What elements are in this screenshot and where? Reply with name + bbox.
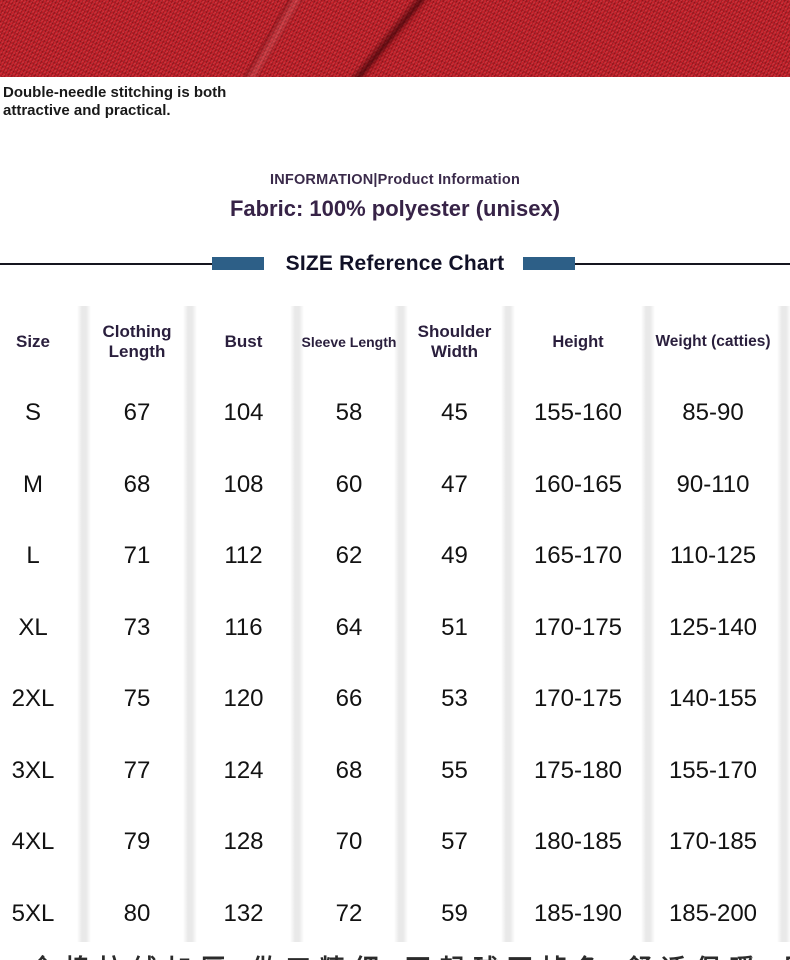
fabric-description: Fabric: 100% polyester (unisex) [229, 196, 561, 221]
size-label: 3XL [11, 756, 55, 784]
size-label: S [24, 399, 41, 427]
title-accent-bar-left [212, 257, 264, 270]
sleeve-length-value: 62 [335, 542, 363, 570]
weight-value: 140-155 [668, 685, 758, 713]
size-label: 5XL [11, 899, 55, 927]
clothing-length-value: 75 [123, 685, 151, 713]
shoulder-width-value: 45 [441, 399, 468, 427]
fabric-seam-fold [238, 0, 306, 77]
bust-value: 120 [223, 685, 264, 713]
shoulder-width-value: 51 [441, 613, 468, 641]
size-label: L [26, 542, 40, 570]
sleeve-length-value: 72 [335, 899, 363, 927]
sleeve-length-value: 68 [335, 756, 363, 784]
height-value: 180-185 [533, 828, 623, 856]
height-value: 170-175 [533, 613, 623, 641]
stitching-caption-line2: attractive and practical. [3, 102, 171, 119]
height-value: 185-190 [533, 899, 623, 927]
size-label: XL [18, 613, 48, 641]
clothing-length-value: 71 [123, 542, 151, 570]
weight-value: 155-170 [668, 756, 758, 784]
sleeve-length-value: 60 [335, 470, 363, 498]
height-value: 155-160 [533, 399, 623, 427]
bust-value: 128 [223, 828, 264, 856]
header-size: Size [15, 331, 51, 351]
shoulder-width-value: 57 [441, 828, 468, 856]
shoulder-width-value: 55 [441, 756, 468, 784]
header-weight: Weight (catties) [655, 332, 771, 350]
weight-value: 125-140 [668, 613, 758, 641]
column-divider [641, 306, 655, 942]
column-divider [394, 306, 408, 942]
sleeve-length-value: 58 [335, 399, 363, 427]
weight-value: 185-200 [668, 899, 758, 927]
clothing-length-value: 68 [123, 470, 151, 498]
bust-value: 132 [223, 899, 264, 927]
header-clothing-length: Clothing Length [102, 321, 172, 361]
height-value: 165-170 [533, 542, 623, 570]
clothing-length-value: 80 [123, 899, 151, 927]
clipped-bottom-text: 全棉拉绒加厚 做工精细 不起球不掉色 舒适保暖 品质保证 [30, 949, 790, 960]
stitching-caption-line1: Double-needle stitching is both [3, 84, 227, 101]
size-table-grid: Size Clothing Length Bust Sleeve Length … [0, 306, 790, 950]
size-label: 2XL [11, 685, 55, 713]
column-divider [777, 306, 790, 942]
header-bust: Bust [224, 331, 263, 351]
height-value: 160-165 [533, 470, 623, 498]
size-chart-title: SIZE Reference Chart [285, 252, 505, 275]
height-value: 175-180 [533, 756, 623, 784]
bust-value: 108 [223, 470, 264, 498]
clothing-length-value: 79 [123, 828, 151, 856]
shoulder-width-value: 47 [441, 470, 468, 498]
fabric-photo [0, 0, 790, 77]
size-label: 4XL [11, 828, 55, 856]
bust-value: 104 [223, 399, 264, 427]
header-shoulder-width: Shoulder Width [417, 321, 492, 361]
header-sleeve-length: Sleeve Length [301, 333, 397, 350]
weight-value: 170-185 [668, 828, 758, 856]
sleeve-length-value: 64 [335, 613, 363, 641]
shoulder-width-value: 59 [441, 899, 468, 927]
clothing-length-value: 73 [123, 613, 151, 641]
size-reference-table: Size Clothing Length Bust Sleeve Length … [0, 306, 790, 954]
clothing-length-value: 77 [123, 756, 151, 784]
bust-value: 116 [224, 613, 263, 641]
shoulder-width-value: 49 [441, 542, 468, 570]
sleeve-length-value: 70 [335, 828, 363, 856]
title-rule-left [0, 263, 212, 265]
shoulder-width-value: 53 [441, 685, 468, 713]
weight-value: 110-125 [669, 542, 757, 570]
title-accent-bar-right [523, 257, 575, 270]
column-divider [77, 306, 91, 942]
clothing-length-value: 67 [123, 399, 151, 427]
column-divider [290, 306, 304, 942]
information-heading: INFORMATION|Product Information [269, 172, 521, 188]
weight-value: 90-110 [676, 470, 750, 498]
size-chart-title-row: SIZE Reference Chart [0, 250, 790, 278]
bust-value: 124 [223, 756, 264, 784]
stitching-caption: Double-needle stitching is both attracti… [3, 84, 423, 120]
header-height: Height [552, 332, 604, 351]
fabric-seam-crease [345, 0, 433, 77]
column-divider [183, 306, 197, 942]
size-label: M [23, 470, 43, 498]
column-divider [501, 306, 515, 942]
clipped-bottom-text-row: 全棉拉绒加厚 做工精细 不起球不掉色 舒适保暖 品质保证 [0, 946, 790, 960]
weight-value: 85-90 [682, 399, 744, 427]
sleeve-length-value: 66 [335, 685, 363, 713]
title-rule-right [575, 263, 790, 265]
bust-value: 112 [224, 542, 263, 570]
height-value: 170-175 [533, 685, 623, 713]
